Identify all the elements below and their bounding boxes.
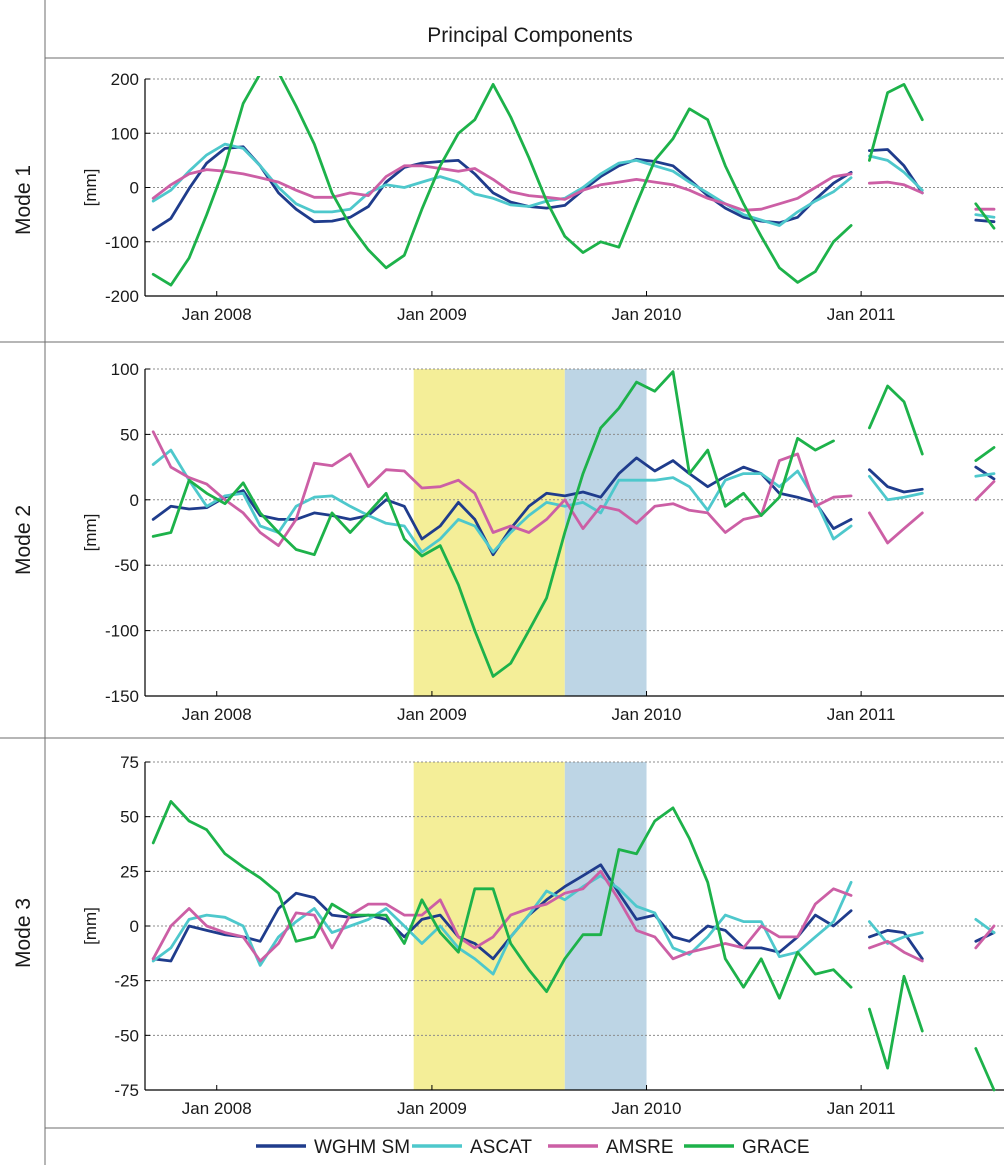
x-tick-label: Jan 2010: [612, 305, 682, 324]
legend-item: GRACE: [684, 1137, 810, 1158]
series-line-wghm-sm: [868, 148, 924, 195]
series-line-grace: [868, 974, 924, 1070]
series-line-ascat: [868, 920, 924, 945]
series-line-amsre: [151, 869, 853, 963]
panel-mode-2: -150 -100 -50 0 50 100 Jan 2008 Jan 2009 Jan 201…: [12, 360, 1004, 724]
x-tick-label: Jan 2008: [182, 305, 252, 324]
y-tick-label: 50: [120, 808, 139, 827]
chart-panels: -200 -100 0 100 200 Jan 2008 Jan 2009 Jan 2010 J…: [12, 70, 1004, 1118]
panel-mode-3: -75 -50 -25 0 25 50 75 Jan 2008 Jan 2009 Jan 2010…: [12, 753, 1004, 1118]
series-line-grace: [974, 446, 996, 463]
series-line-amsre: [868, 511, 924, 545]
series-line-grace: [868, 384, 924, 456]
y-tick-label: 100: [111, 124, 139, 143]
legend-label: AMSRE: [606, 1137, 674, 1158]
y-tick-label: 0: [130, 179, 139, 198]
figure-title: Principal Components: [427, 24, 632, 47]
y-tick-label: 75: [120, 753, 139, 772]
legend-label: GRACE: [742, 1137, 810, 1158]
legend-label: ASCAT: [470, 1137, 532, 1158]
series-line-wghm-sm: [868, 468, 924, 494]
series-line-amsre: [974, 924, 996, 950]
y-tick-label: -150: [105, 687, 139, 706]
series-line-ascat: [868, 154, 924, 192]
series-line-ascat: [151, 142, 853, 227]
series-line-ascat: [868, 474, 924, 502]
y-tick-label: -100: [105, 233, 139, 252]
legend-label: WGHM SM: [314, 1137, 410, 1158]
highlight-band: [413, 369, 565, 696]
series-line-wghm-sm: [151, 145, 853, 232]
series-line-amsre: [868, 939, 924, 963]
x-tick-label: Jan 2009: [397, 1099, 467, 1118]
x-tick-label: Jan 2011: [827, 1099, 896, 1118]
series-line-amsre: [868, 180, 924, 195]
series-line-amsre: [151, 430, 853, 547]
series-line-amsre: [151, 164, 853, 212]
series-line-grace: [974, 1047, 996, 1092]
y-tick-label: -50: [114, 556, 139, 575]
y-axis-label: [mm]: [81, 514, 100, 552]
y-tick-label: -200: [105, 287, 139, 306]
highlight-band: [564, 369, 647, 696]
series-line-grace: [151, 76, 853, 287]
legend-item: AMSRE: [548, 1137, 674, 1158]
series-line-grace: [151, 800, 853, 1000]
y-tick-label: 200: [111, 70, 139, 89]
series-line-wghm-sm: [974, 465, 996, 481]
series-group: [151, 76, 996, 287]
x-tick-label: Jan 2009: [397, 705, 467, 724]
x-tick-label: Jan 2011: [827, 305, 896, 324]
series-line-amsre: [974, 480, 996, 502]
y-tick-label: -100: [105, 622, 139, 641]
y-tick-label: -25: [114, 972, 139, 991]
series-line-ascat: [151, 448, 853, 554]
row-label: Mode 3: [12, 898, 35, 968]
legend-item: ASCAT: [412, 1137, 532, 1158]
y-axis-label: [mm]: [81, 169, 100, 207]
y-tick-label: 0: [130, 917, 139, 936]
series-line-grace: [974, 202, 996, 230]
legend-item: WGHM SM: [256, 1137, 410, 1158]
series-line-wghm-sm: [151, 863, 853, 963]
x-tick-label: Jan 2009: [397, 305, 467, 324]
series-line-ascat: [974, 472, 996, 478]
x-tick-label: Jan 2010: [612, 705, 682, 724]
series-group: [151, 800, 996, 1092]
row-label: Mode 2: [12, 505, 35, 575]
y-axis-label: [mm]: [81, 907, 100, 945]
y-tick-label: 100: [111, 360, 139, 379]
row-label: Mode 1: [12, 165, 35, 235]
y-tick-label: 50: [120, 425, 139, 444]
x-tick-label: Jan 2008: [182, 705, 252, 724]
x-tick-label: Jan 2008: [182, 1099, 252, 1118]
series-line-wghm-sm: [974, 218, 996, 224]
panel-mode-1: -200 -100 0 100 200 Jan 2008 Jan 2009 Jan 2010 J…: [12, 70, 1004, 324]
y-tick-label: 0: [130, 491, 139, 510]
y-tick-label: -50: [114, 1026, 139, 1045]
y-tick-label: -75: [114, 1081, 139, 1100]
series-line-grace: [151, 370, 835, 678]
legend: WGHM SM ASCAT AMSRE GRACE: [256, 1137, 810, 1158]
x-tick-label: Jan 2011: [827, 705, 896, 724]
series-group: [151, 370, 996, 678]
x-tick-label: Jan 2010: [612, 1099, 682, 1118]
series-line-grace: [868, 83, 924, 162]
y-tick-label: 25: [120, 862, 139, 881]
